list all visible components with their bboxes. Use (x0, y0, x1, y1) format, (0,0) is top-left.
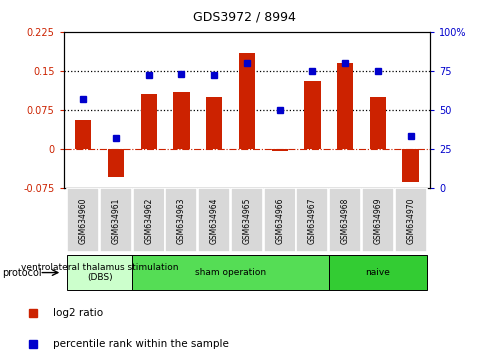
Bar (100, 188, 132, 252)
Bar (107, 149, 124, 177)
Bar (271, 149, 287, 151)
Bar (328, 255, 426, 290)
Text: GSM634961: GSM634961 (111, 197, 120, 244)
Bar (140, 94, 157, 149)
Text: protocol: protocol (2, 268, 42, 278)
Bar (132, 255, 328, 290)
Bar (304, 81, 320, 149)
Bar (296, 188, 328, 252)
Bar (238, 53, 255, 149)
Bar (328, 188, 361, 252)
Text: ventrolateral thalamus stimulation
(DBS): ventrolateral thalamus stimulation (DBS) (21, 263, 178, 282)
Text: GSM634967: GSM634967 (307, 197, 316, 244)
Bar (198, 188, 230, 252)
Bar (361, 188, 393, 252)
Text: GSM634969: GSM634969 (373, 197, 382, 244)
Text: GSM634968: GSM634968 (340, 197, 349, 244)
Text: log2 ratio: log2 ratio (53, 308, 103, 318)
Bar (394, 188, 426, 252)
Text: GSM634962: GSM634962 (144, 197, 153, 244)
Bar (369, 97, 386, 149)
Bar (230, 188, 263, 252)
Text: sham operation: sham operation (195, 268, 265, 277)
Bar (336, 63, 353, 149)
Text: GSM634965: GSM634965 (242, 197, 251, 244)
Bar (402, 149, 418, 182)
Text: GSM634960: GSM634960 (79, 197, 87, 244)
Text: GSM634964: GSM634964 (209, 197, 218, 244)
Text: GSM634966: GSM634966 (275, 197, 284, 244)
Text: GSM634963: GSM634963 (177, 197, 185, 244)
Bar (263, 188, 295, 252)
Bar (205, 97, 222, 149)
Bar (132, 188, 164, 252)
Bar (173, 92, 189, 149)
Bar (67, 255, 132, 290)
Text: naive: naive (365, 268, 389, 277)
Text: percentile rank within the sample: percentile rank within the sample (53, 339, 228, 349)
Bar (165, 188, 197, 252)
Bar (67, 188, 99, 252)
Text: GSM634970: GSM634970 (406, 197, 414, 244)
Text: GDS3972 / 8994: GDS3972 / 8994 (193, 11, 295, 24)
Bar (75, 120, 91, 149)
